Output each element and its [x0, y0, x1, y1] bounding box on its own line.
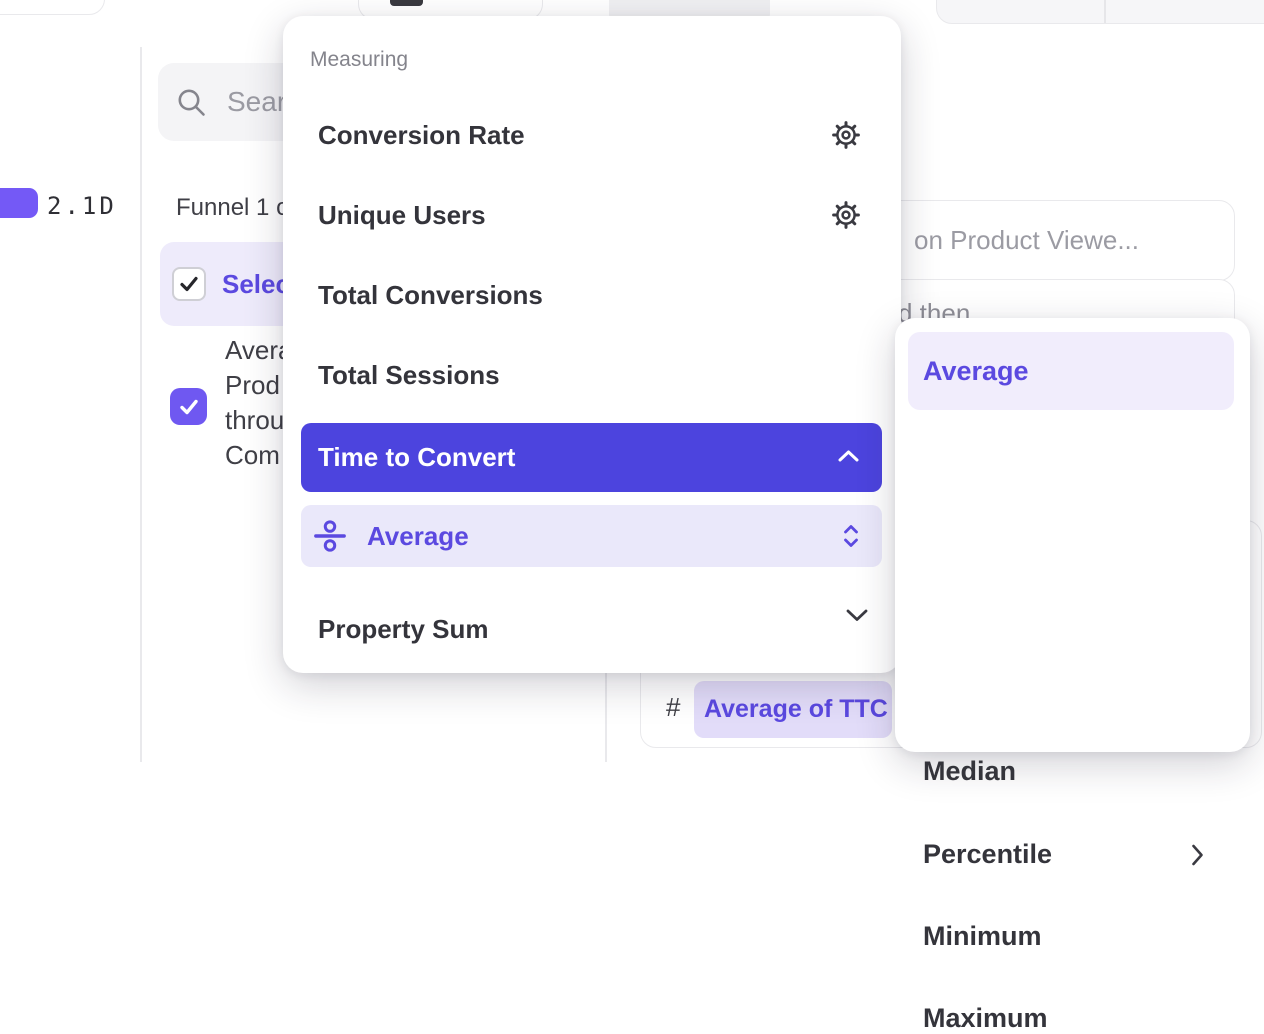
partial-dark-control	[390, 0, 423, 6]
menu-item-label: Unique Users	[318, 200, 486, 230]
submenu-item-label: Average	[923, 355, 1029, 386]
chevron-up-down-icon	[841, 522, 861, 550]
menu-item-property-sum[interactable]: Property Sum	[283, 600, 901, 660]
measuring-header: Measuring	[310, 48, 409, 71]
menu-subitem-average[interactable]: Average	[301, 505, 882, 567]
top-right-card-divider	[1104, 0, 1106, 23]
menu-item-label: Total Conversions	[318, 280, 543, 310]
aggregation-submenu-panel: Average Median Percentile Minimum Maximu…	[895, 318, 1250, 1033]
average-icon	[313, 519, 347, 553]
menu-item-total-sessions[interactable]: Total Sessions	[283, 346, 901, 406]
partial-top-right-card	[936, 0, 1264, 24]
selected-step-label: Selec	[222, 268, 290, 299]
selected-checkbox[interactable]	[172, 267, 206, 301]
step-checkbox-checked[interactable]	[170, 388, 207, 425]
step-description-line: Com	[225, 440, 280, 470]
event-name-label: on Product Viewe...	[914, 225, 1139, 255]
step-duration-label: 2.1D	[47, 192, 117, 220]
menu-item-label: Total Sessions	[318, 360, 500, 390]
menu-item-conversion-rate[interactable]: Conversion Rate	[283, 106, 901, 166]
menu-item-label: Conversion Rate	[318, 120, 525, 150]
step-duration-tag[interactable]	[0, 188, 38, 218]
left-pane-divider	[140, 47, 142, 762]
menu-subitem-label: Average	[367, 520, 469, 551]
gear-icon[interactable]	[832, 121, 860, 149]
menu-item-label: Time to Convert	[318, 442, 516, 472]
submenu-item-average-selected[interactable]: Average	[908, 332, 1234, 410]
menu-item-label: Property Sum	[318, 614, 489, 644]
chevron-up-icon	[838, 449, 859, 467]
search-placeholder: Sear	[227, 86, 287, 117]
metric-column-divider	[605, 640, 607, 762]
metric-selector-button[interactable]: Average of TTC	[694, 681, 892, 738]
funnel-count-label: Funnel 1 of	[176, 194, 297, 221]
menu-item-time-to-convert-selected[interactable]: Time to Convert	[301, 423, 882, 492]
submenu-item-percentile[interactable]: Percentile	[923, 839, 1053, 869]
chevron-right-icon	[1191, 844, 1204, 866]
measuring-dropdown-panel: Measuring Conversion Rate Unique Users	[283, 16, 901, 673]
numeric-type-label: #	[666, 692, 681, 722]
gear-icon[interactable]	[832, 201, 860, 229]
step-description-line: throu	[225, 405, 285, 435]
partial-gray-tab	[609, 0, 770, 20]
menu-item-unique-users[interactable]: Unique Users	[283, 186, 901, 246]
search-icon	[176, 87, 207, 118]
menu-item-total-conversions[interactable]: Total Conversions	[283, 266, 901, 326]
partial-top-left-card	[0, 0, 105, 15]
submenu-item-maximum[interactable]: Maximum	[923, 1003, 1048, 1033]
step-description-line: Prod	[225, 370, 280, 400]
submenu-item-median[interactable]: Median	[923, 756, 1017, 786]
step-description-line: Avera	[225, 335, 293, 365]
step-description: Avera Prod throu Com	[225, 333, 365, 473]
chevron-down-icon	[846, 609, 868, 622]
metric-selector-label: Average of TTC	[704, 695, 888, 723]
submenu-item-minimum[interactable]: Minimum	[923, 921, 1042, 951]
